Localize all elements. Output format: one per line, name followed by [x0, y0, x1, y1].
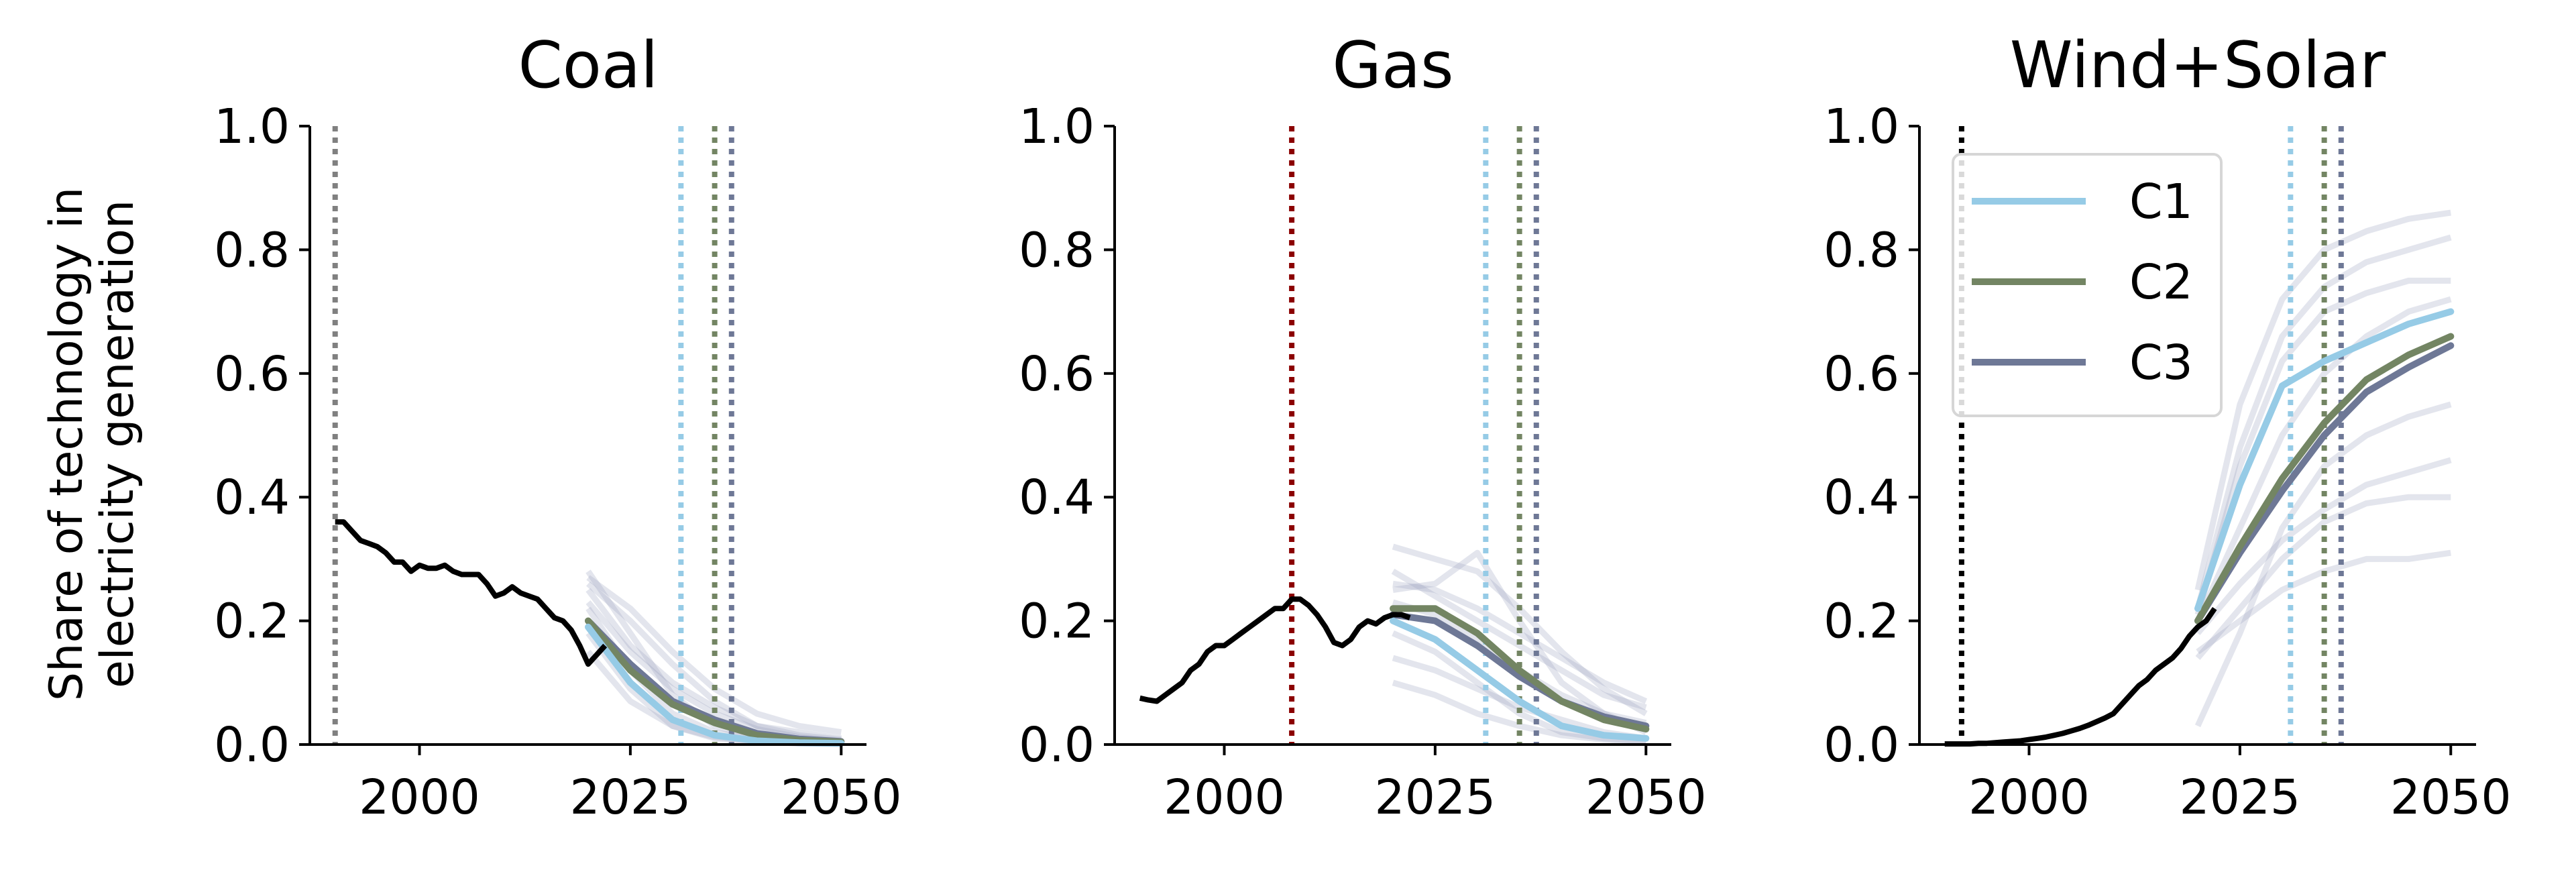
legend-label-c2: C2 — [2129, 254, 2193, 310]
ensemble-line — [2194, 209, 2451, 591]
panel-coal: Coal 0.0 0.2 0.4 0.6 0.8 1.0 2000 2025 2050 — [214, 29, 902, 825]
panel-gas: Gas 0.0 0.2 0.4 0.6 0.8 1.0 2000 2025 2050 — [1019, 29, 1707, 825]
panel-title: Wind+Solar — [2010, 29, 2386, 103]
ensemble-line — [2194, 296, 2452, 622]
ensemble-line — [1391, 568, 1647, 711]
y-axis-label-line2: electricity generation — [91, 200, 144, 688]
ensemble-line — [2195, 494, 2451, 660]
series-line-c1 — [1390, 617, 1650, 742]
y-tick-label: 0.6 — [214, 346, 290, 402]
legend-label-c3: C3 — [2129, 335, 2193, 390]
x-tick-label: 2025 — [570, 769, 691, 825]
y-tick-label: 0.0 — [1824, 717, 1899, 773]
x-tick-label: 2000 — [1164, 769, 1285, 825]
panel-title: Gas — [1332, 29, 1453, 103]
x-tick-label: 2050 — [1585, 769, 1707, 825]
series-line-c1 — [585, 623, 845, 747]
x-tick-label: 2025 — [1375, 769, 1496, 825]
historical-line — [1944, 606, 2217, 747]
y-tick-label: 0.0 — [1019, 717, 1095, 773]
panel-title: Coal — [518, 29, 658, 103]
x-tick-label: 2050 — [781, 769, 902, 825]
panel-wind-solar: Wind+Solar 0.0 0.2 0.4 0.6 0.8 1.0 2000 2025 2050 — [1824, 29, 2512, 825]
x-tick-label: 2000 — [1968, 769, 2090, 825]
series-line-c2 — [2194, 333, 2455, 624]
y-tick-label: 0.4 — [1019, 470, 1095, 525]
series-line-c1 — [2194, 308, 2455, 612]
y-tick-label: 0.2 — [214, 594, 290, 649]
historical-line — [335, 519, 608, 667]
y-tick-label: 1.0 — [214, 99, 290, 154]
y-tick-label: 0.8 — [1019, 222, 1095, 278]
y-tick-label: 0.8 — [1824, 222, 1899, 278]
y-tick-label: 0.0 — [214, 717, 290, 773]
y-tick-label: 0.6 — [1019, 346, 1095, 402]
series-line-c2 — [1390, 605, 1650, 732]
x-tick-label: 2025 — [2180, 769, 2301, 825]
ensemble-line — [1392, 679, 1646, 745]
x-tick-label: 2050 — [2390, 769, 2512, 825]
y-tick-label: 0.8 — [214, 222, 290, 278]
ensemble-line — [2194, 401, 2452, 728]
y-tick-label: 0.4 — [1824, 470, 1899, 525]
y-axis-label-line1: Share of technology in — [40, 187, 93, 701]
ensemble-line — [585, 588, 842, 743]
x-tick-label: 2000 — [359, 769, 480, 825]
y-tick-label: 1.0 — [1824, 99, 1899, 154]
y-tick-label: 1.0 — [1019, 99, 1095, 154]
y-tick-label: 0.6 — [1824, 346, 1899, 402]
legend-label-c1: C1 — [2129, 174, 2193, 229]
legend: C1 C2 C3 — [1952, 153, 2223, 417]
historical-line — [1139, 596, 1411, 704]
y-tick-label: 0.2 — [1824, 594, 1899, 649]
ensemble-line — [2195, 457, 2452, 635]
y-tick-label: 0.4 — [214, 470, 290, 525]
legend-box — [1952, 153, 2223, 417]
y-tick-label: 0.2 — [1019, 594, 1095, 649]
